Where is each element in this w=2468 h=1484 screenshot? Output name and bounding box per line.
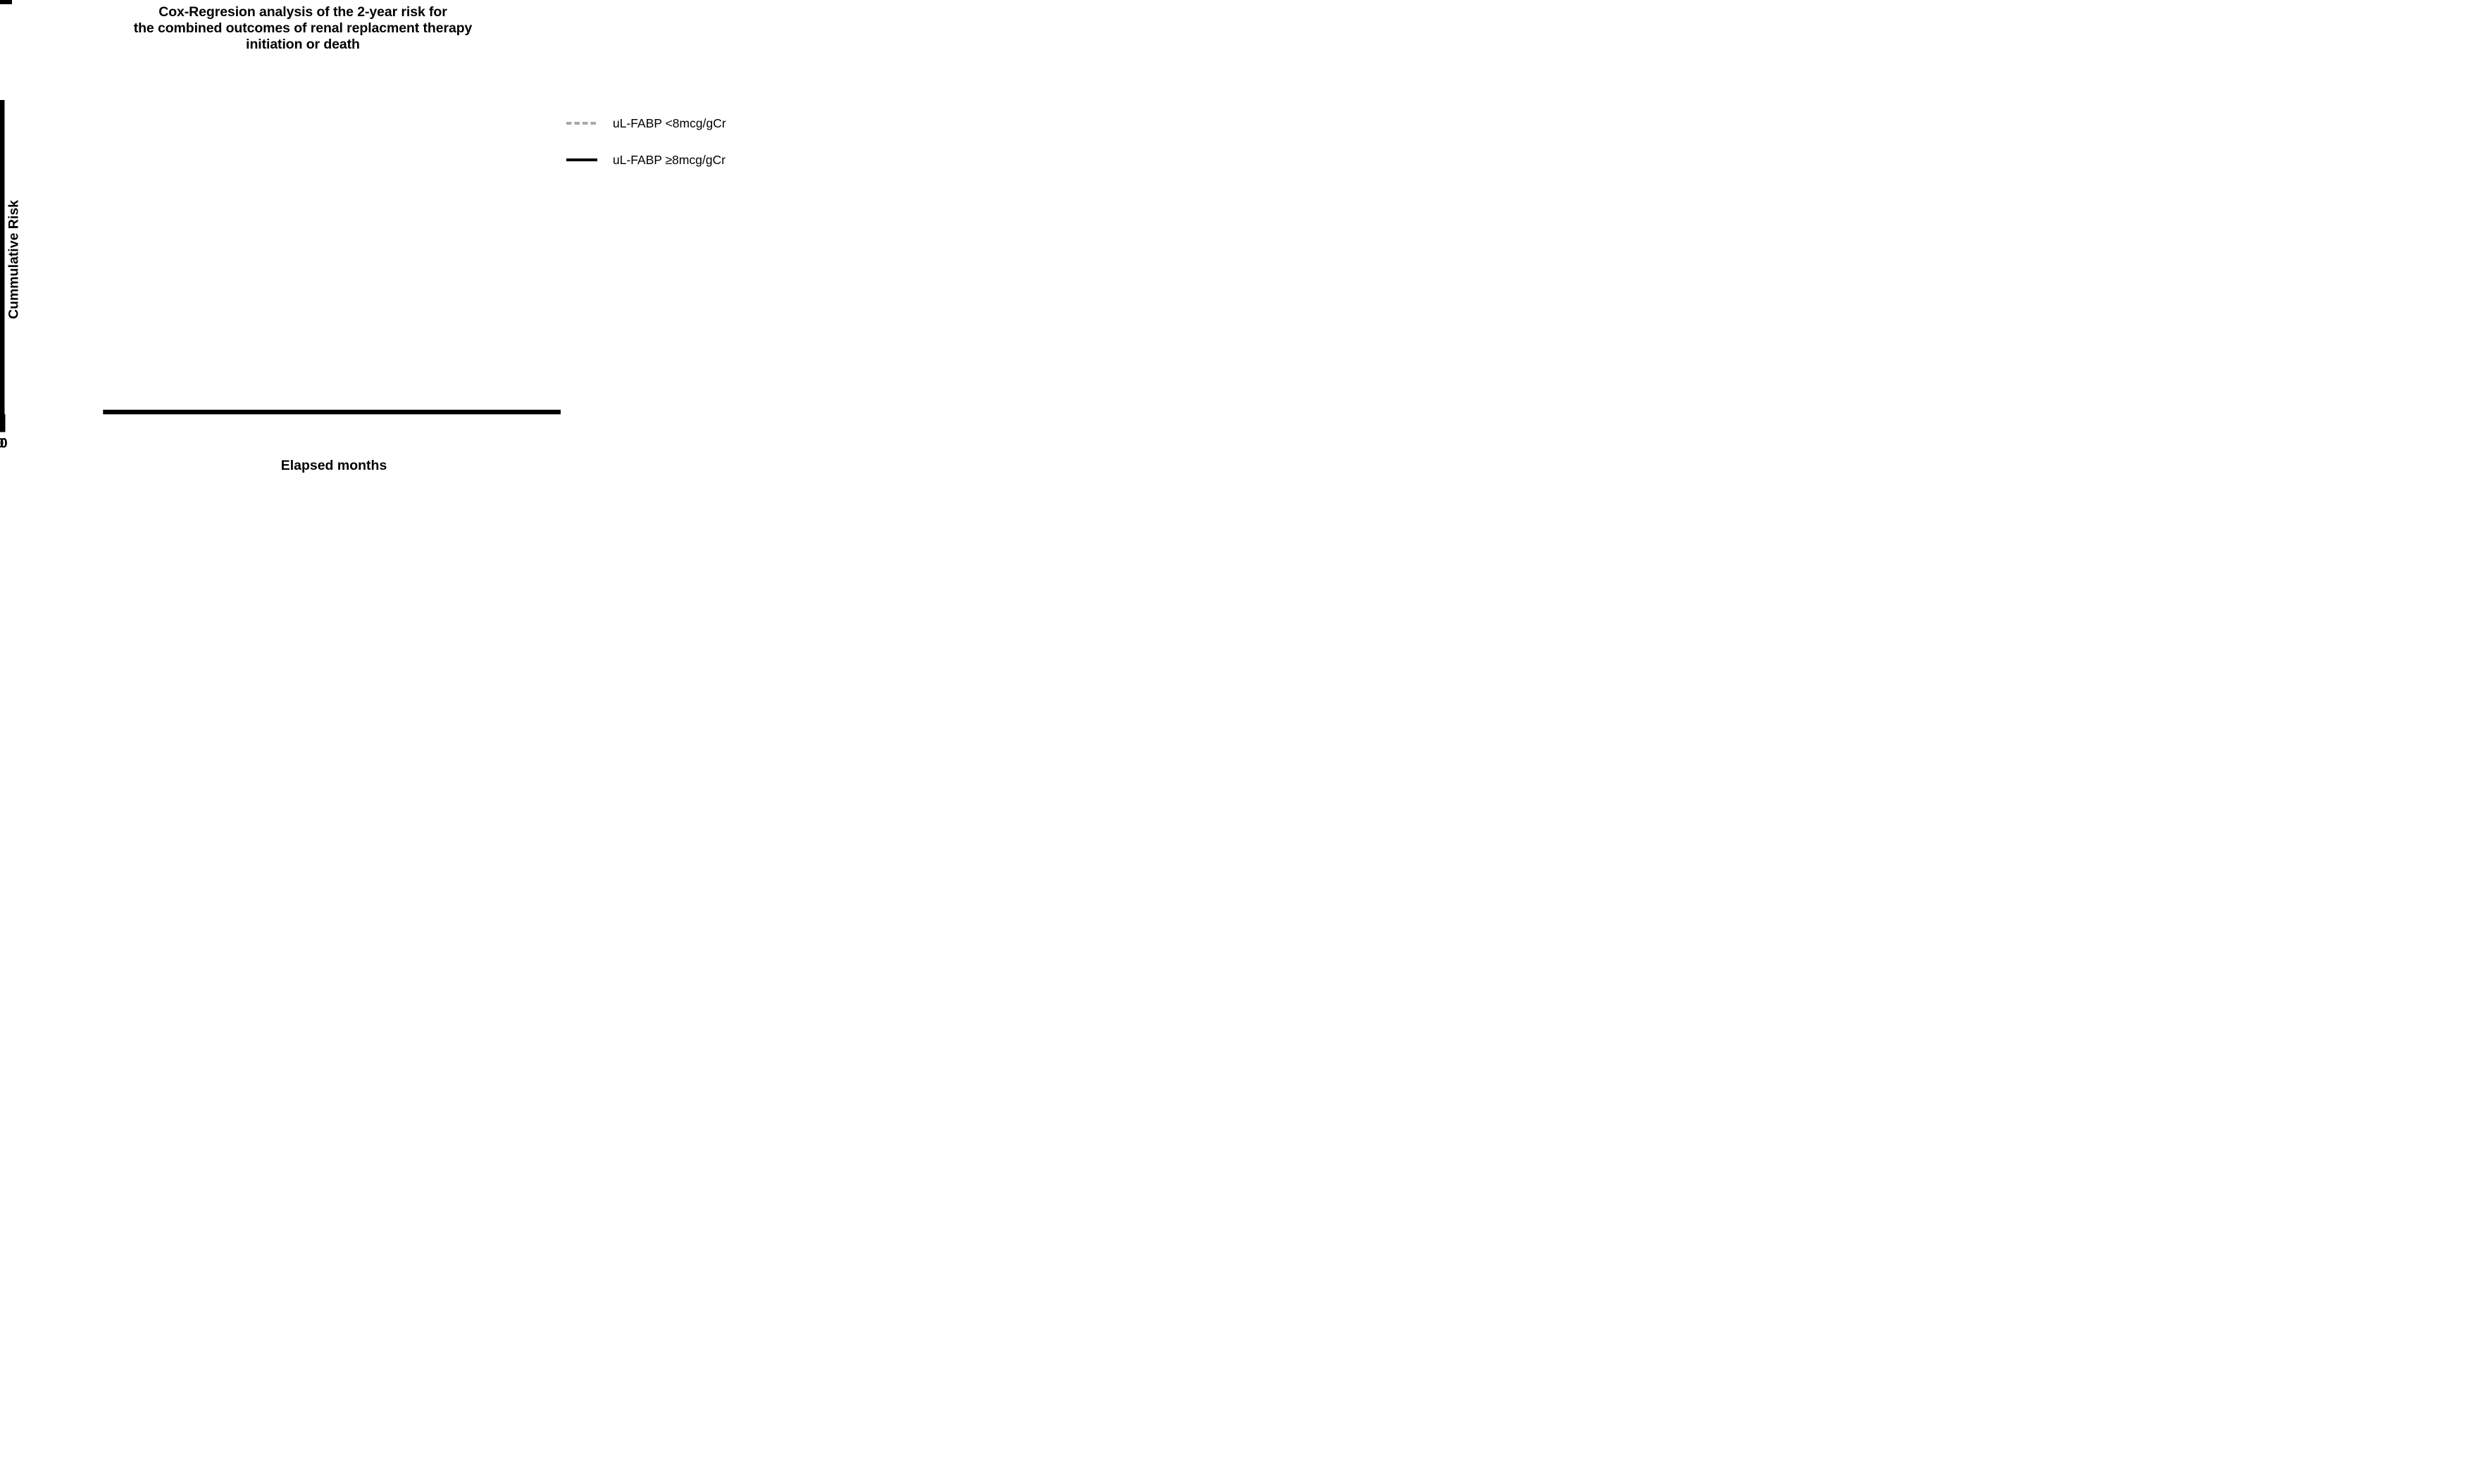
legend-entry-low-group: uL-FABP <8mcg/gCr [566, 116, 726, 131]
solid-line-swatch [566, 152, 597, 168]
y-axis-line [0, 100, 5, 415]
x-axis-title: Elapsed months [280, 458, 387, 473]
x-tick-label: 10 [0, 436, 8, 451]
y-tick [0, 0, 12, 4]
legend-entry-high-group: uL-FABP ≥8mcg/gCr [566, 152, 725, 168]
legend-label-high-group: uL-FABP ≥8mcg/gCr [613, 152, 726, 167]
plot-area: 0.000.050.100.150.200.2501020 [0, 0, 561, 451]
x-tick-label: 0 [0, 436, 4, 451]
legend-label-low-group: uL-FABP <8mcg/gCr [613, 116, 726, 130]
x-axis-line [103, 409, 561, 415]
chart-title: Cox-Regresion analysis of the 2-year ris… [133, 4, 473, 52]
figure-canvas: { "figure": { "title": "Cox-Regresion an… [0, 0, 823, 494]
x-tick-label: 20 [0, 436, 8, 451]
x-tick-minor [0, 414, 5, 427]
dashed-line-swatch [566, 116, 597, 131]
